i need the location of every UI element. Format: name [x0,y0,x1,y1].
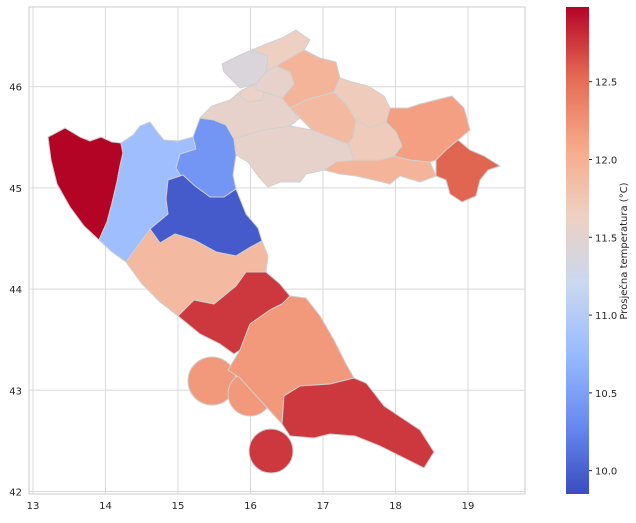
x-tick-label: 18 [389,501,402,512]
colorbar-ticks: 10.0 10.5 11.0 11.5 12.0 12.5 [589,78,617,478]
region-dubrovnik-neretva[interactable] [248,377,435,474]
region-zagreb-city-shape [239,83,265,103]
y-tick-label: 42 [9,488,22,499]
y-tick-label: 44 [9,285,22,296]
y-tick-label: 45 [9,184,22,195]
region-dubrovnik-neretva-shape [281,377,435,469]
x-tick-label: 16 [244,501,257,512]
region-split-dalmacija-shape [227,295,355,425]
region-dubrovnik-neretva-island [248,428,294,474]
y-tick-labels: 42 43 44 45 46 [9,83,22,499]
region-zagreb-city[interactable] [239,83,265,103]
regions-layer [47,29,501,474]
map-axes: 13 14 15 16 17 18 19 42 43 44 45 46 [9,6,526,512]
x-tick-labels: 13 14 15 16 17 18 19 [27,501,475,512]
x-tick-label: 13 [27,501,40,512]
y-tick-label: 43 [9,386,22,397]
colorbar-tick-label: 12.5 [595,78,617,89]
region-vukovar-srijem-shape [435,139,501,203]
y-tick-label: 46 [9,83,22,94]
x-tick-label: 14 [99,501,112,512]
colorbar-tick-label: 10.0 [595,467,617,478]
colorbar-tick-label: 11.0 [595,311,617,322]
region-brod-posavina-shape [323,155,437,185]
colorbar-tick-label: 11.5 [595,233,617,244]
colorbar-tick-label: 10.5 [595,389,617,400]
colorbar: 10.0 10.5 11.0 11.5 12.0 12.5 Prosječna tempe… [566,7,630,494]
colorbar-label: Prosječna temperatura (°C) [618,182,630,319]
x-tick-label: 19 [462,501,475,512]
colorbar-gradient [566,7,589,494]
region-brod-posavina[interactable] [323,155,437,185]
region-vukovar-srijem[interactable] [435,139,501,203]
x-tick-label: 15 [172,501,185,512]
colorbar-tick-label: 12.0 [595,155,617,166]
x-tick-label: 17 [317,501,330,512]
region-split-dalmacija[interactable] [187,295,355,425]
